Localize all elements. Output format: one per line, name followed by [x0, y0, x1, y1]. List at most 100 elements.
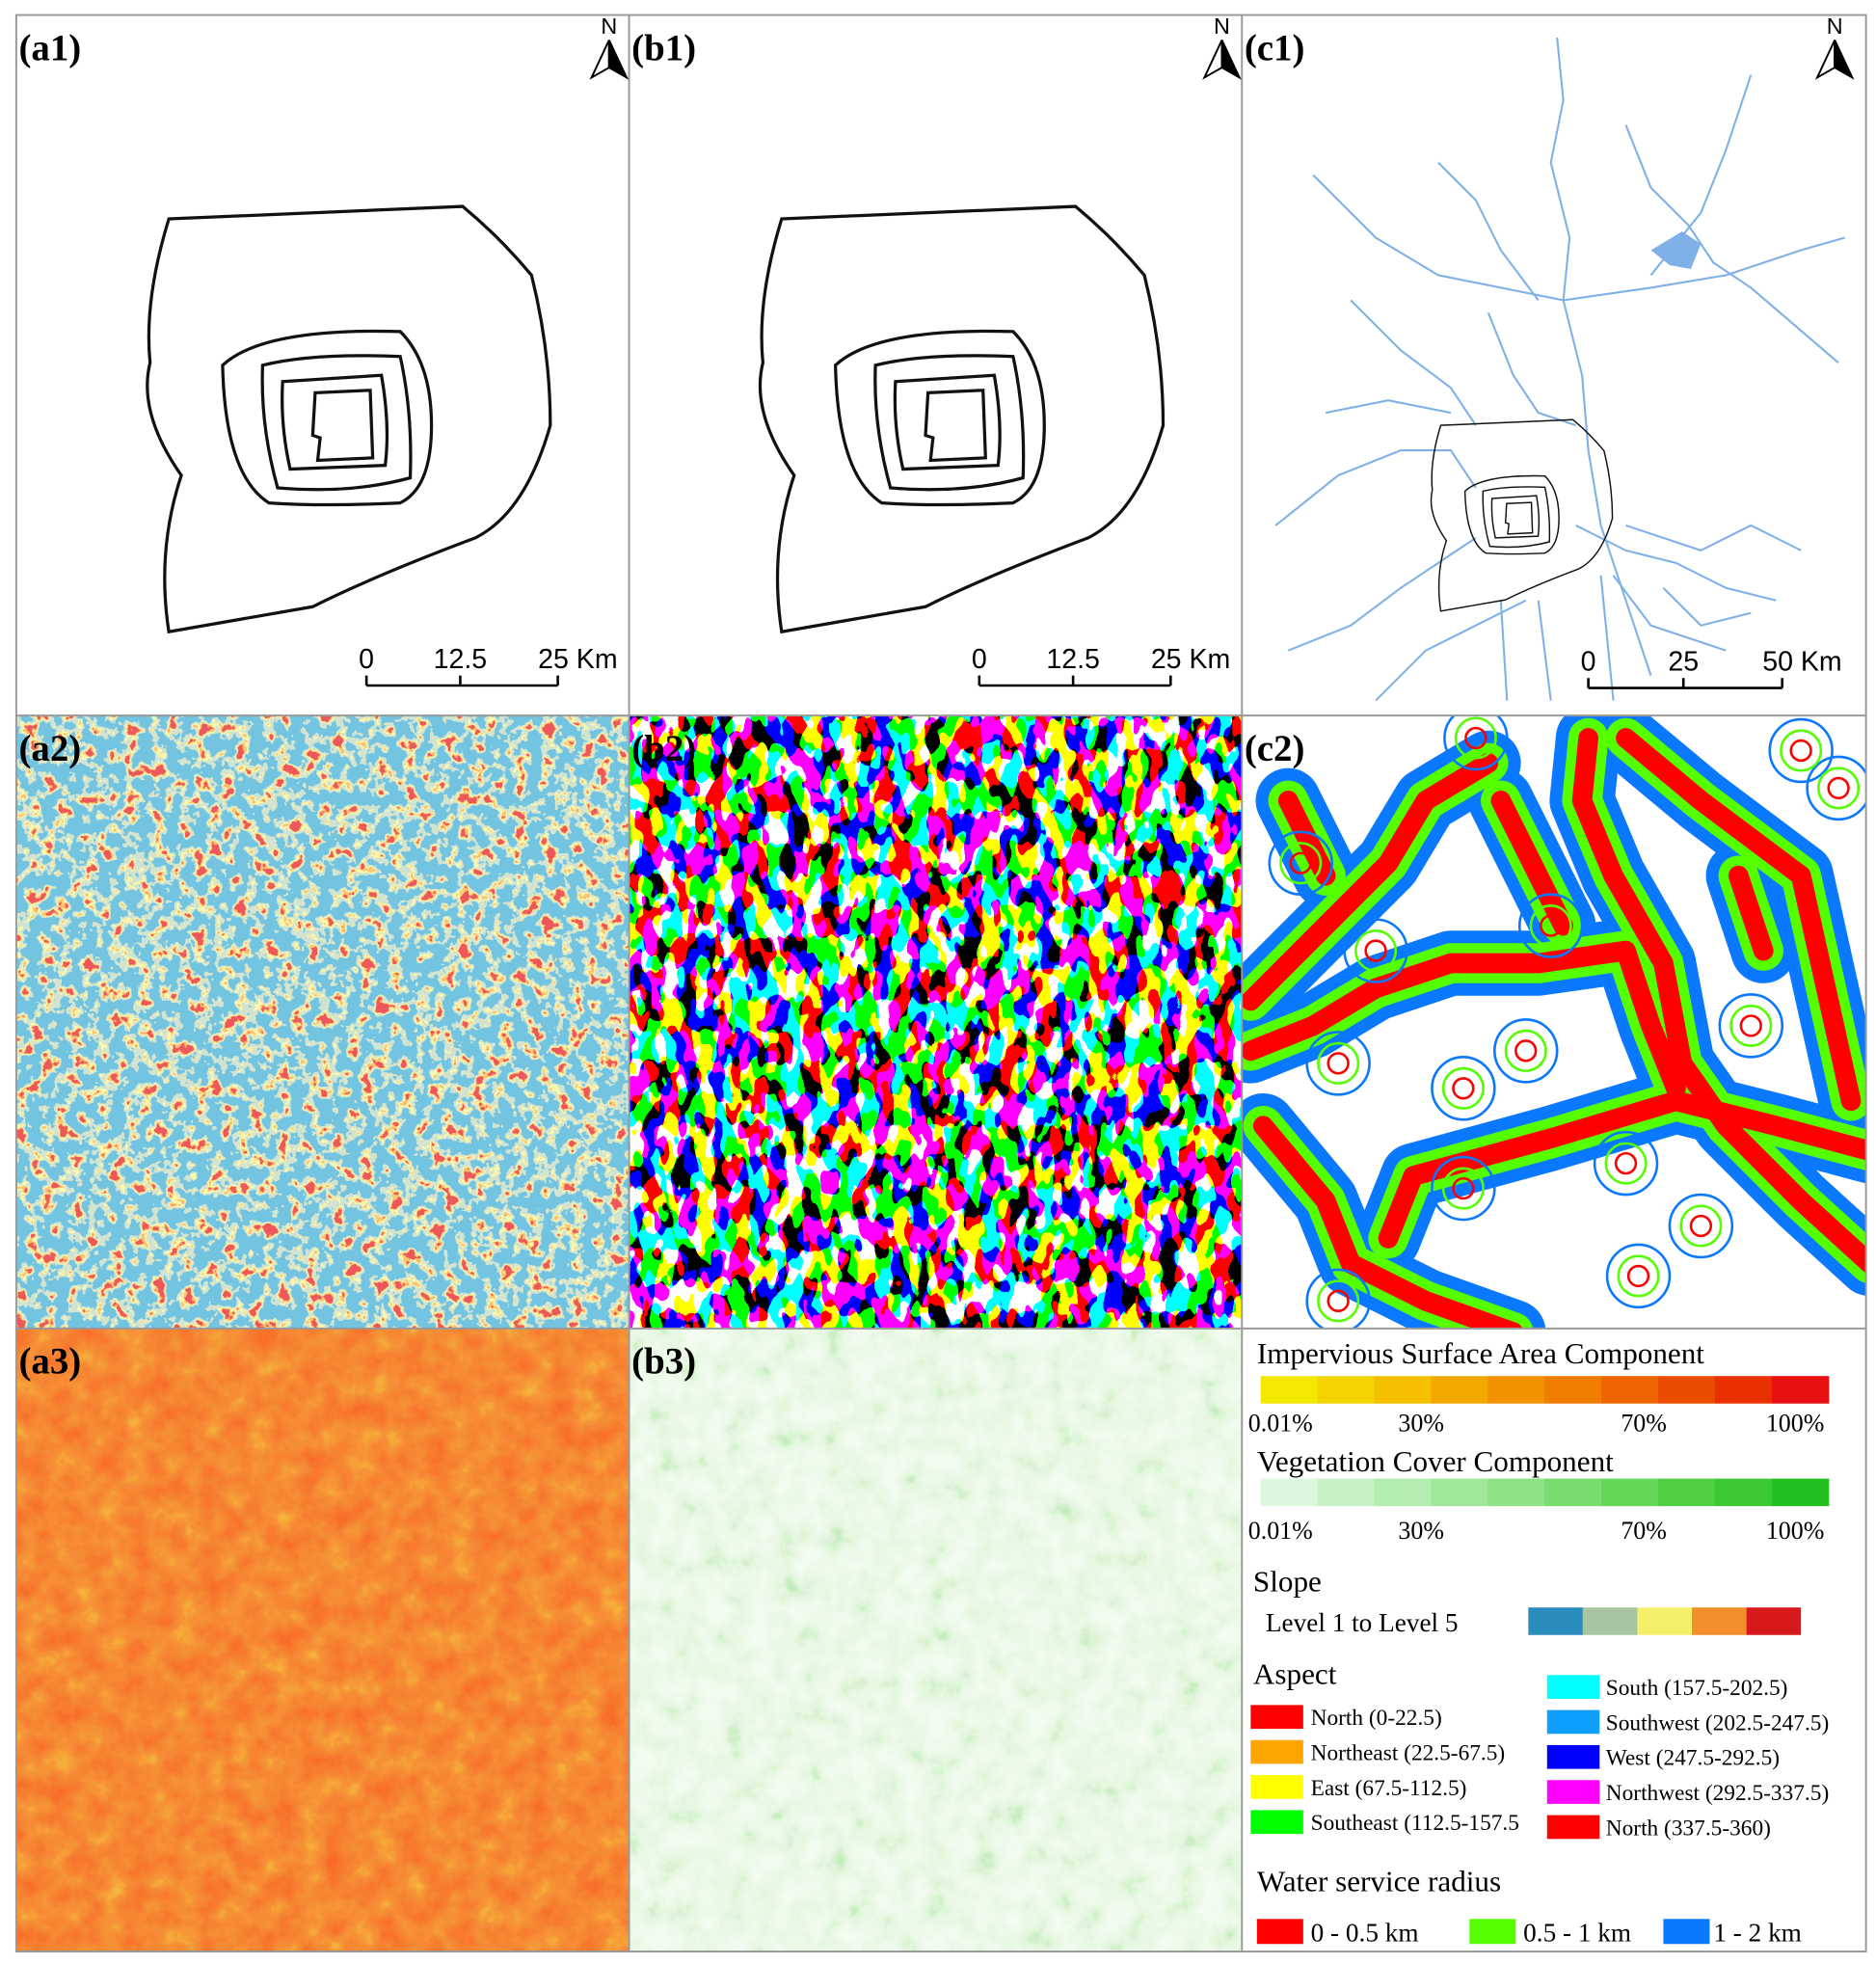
legend-swatch	[1637, 1607, 1693, 1635]
scale-label: 0	[972, 644, 987, 675]
legend-ramp-step	[1544, 1478, 1602, 1507]
legend-label: Northeast (22.5-67.5)	[1311, 1741, 1506, 1766]
vegetation-map	[629, 1328, 1243, 1952]
ring-roads-c1	[1430, 418, 1614, 612]
legend-swatch	[1546, 1780, 1600, 1804]
panel-label: (a2)	[18, 728, 81, 769]
legend-ramp-label: 100%	[1766, 1409, 1825, 1437]
legend-ramp-label: 30%	[1398, 1517, 1444, 1545]
legend-ramp-step	[1714, 1376, 1773, 1404]
scale-label: 12.5	[434, 644, 488, 675]
legend-ramp-step	[1374, 1376, 1433, 1404]
legend-title: Slope	[1253, 1564, 1322, 1598]
panel-label: (a3)	[18, 1341, 81, 1383]
aspect-overview-tone	[650, 14, 1226, 676]
ring-roads	[146, 204, 1166, 634]
legend-swatch	[1250, 1810, 1303, 1835]
legend-swatch	[1663, 1919, 1710, 1945]
legend-ramp-step	[1771, 1376, 1830, 1404]
legend-ramp-step	[1601, 1478, 1659, 1507]
scale-label: 12.5	[1046, 644, 1100, 675]
panel-label: (c2)	[1245, 728, 1305, 769]
legend-ramp-step	[1487, 1376, 1545, 1404]
legend-ramp-step	[1260, 1376, 1319, 1404]
scale-label: 25 Km	[538, 644, 617, 675]
legend-ramp-label: 0.01%	[1248, 1409, 1313, 1437]
legend-label: East (67.5-112.5)	[1311, 1776, 1467, 1801]
legend-ramp-step	[1658, 1478, 1716, 1507]
legend-label: West (247.5-292.5)	[1606, 1746, 1780, 1771]
legend-ramp-step	[1431, 1478, 1488, 1507]
panel-label: (b1)	[631, 27, 696, 68]
legend-label: Southeast (112.5-157.5	[1311, 1811, 1519, 1836]
legend-ramp-step	[1317, 1478, 1376, 1507]
panel-label: (c1)	[1245, 27, 1305, 68]
legend-label: South (157.5-202.5)	[1606, 1676, 1788, 1701]
panels	[14, 13, 1867, 1952]
legend-swatch	[1546, 1815, 1600, 1840]
legend-title: Water service radius	[1257, 1865, 1501, 1898]
north-arrow	[1834, 40, 1855, 80]
legend-label: Southwest (202.5-247.5)	[1606, 1710, 1829, 1735]
legend-swatch	[1546, 1675, 1600, 1699]
legend-ramp-label: 70%	[1621, 1517, 1667, 1545]
north-label: N	[601, 13, 617, 39]
north-arrow	[1202, 40, 1223, 80]
scale-label: 50 Km	[1762, 646, 1841, 677]
legend-label: North (337.5-360)	[1606, 1816, 1771, 1841]
legend-title: Vegetation Cover Component	[1257, 1444, 1614, 1478]
legend-ramp-label: 0.01%	[1248, 1517, 1313, 1545]
scale-label: 25 Km	[1151, 644, 1230, 675]
legend-ramp-step	[1260, 1478, 1319, 1507]
legend-ramp-step	[1317, 1376, 1376, 1404]
legend-ramp-step	[1658, 1376, 1716, 1404]
legend-swatch	[1546, 1744, 1600, 1769]
legend-ramp-step	[1544, 1376, 1602, 1404]
legend-label: 0.5 - 1 km	[1523, 1919, 1631, 1948]
legend-label: North (0-22.5)	[1311, 1706, 1442, 1731]
legend-ramp-step	[1487, 1478, 1545, 1507]
legend-label: 1 - 2 km	[1713, 1919, 1802, 1948]
legend-title: Aspect	[1253, 1656, 1337, 1690]
rivers	[1274, 37, 1845, 702]
legend-swatch	[1546, 1709, 1600, 1735]
panel-label: (b3)	[631, 1341, 696, 1383]
legend-swatch	[1469, 1919, 1516, 1945]
legend-swatch	[1582, 1607, 1638, 1635]
legend-swatch	[1692, 1607, 1747, 1635]
scale-label: 0	[1581, 646, 1596, 677]
reservoir	[1650, 231, 1702, 269]
legend-ramp-step	[1431, 1376, 1488, 1404]
annotations: (a1) (b1) (c1) (a2) (b2) (c2) (a3) (b3) N N N 0 12.5…	[18, 13, 1855, 1948]
legend-label: Northwest (292.5-337.5)	[1606, 1781, 1829, 1806]
north-label: N	[1827, 13, 1843, 39]
legend-ramp-label: 70%	[1621, 1409, 1667, 1437]
north-label: N	[1214, 13, 1230, 39]
legend-label: Level 1 to Level 5	[1266, 1608, 1459, 1637]
panel-borders	[14, 13, 1867, 1952]
legend-ramp-step	[1771, 1478, 1830, 1507]
legend-swatch	[1746, 1607, 1802, 1635]
legend-label: 0 - 0.5 km	[1311, 1919, 1419, 1948]
legend-swatch	[1250, 1739, 1303, 1764]
legend-swatch	[1256, 1919, 1303, 1945]
north-arrow	[1814, 40, 1836, 80]
scale-label: 0	[359, 644, 374, 675]
isa-map	[15, 1328, 630, 1952]
legend-swatch	[1250, 1705, 1303, 1730]
slope-map-overview	[16, 15, 630, 716]
aspect-map-overview	[650, 14, 1226, 676]
legend-ramp-label: 100%	[1766, 1517, 1825, 1545]
legend-ramp-step	[1714, 1478, 1773, 1507]
scale-label: 25	[1668, 646, 1699, 677]
legend-title: Impervious Surface Area Component	[1257, 1336, 1704, 1370]
legend-ramp-step	[1374, 1478, 1433, 1507]
legend-ramp-step	[1601, 1376, 1659, 1404]
aspect-map	[629, 715, 1243, 1329]
legend-swatch	[1250, 1775, 1303, 1799]
panel-label: (a1)	[18, 27, 81, 68]
north-arrow	[589, 40, 610, 80]
north-arrow	[607, 40, 630, 80]
panel-label: (b2)	[631, 728, 696, 769]
